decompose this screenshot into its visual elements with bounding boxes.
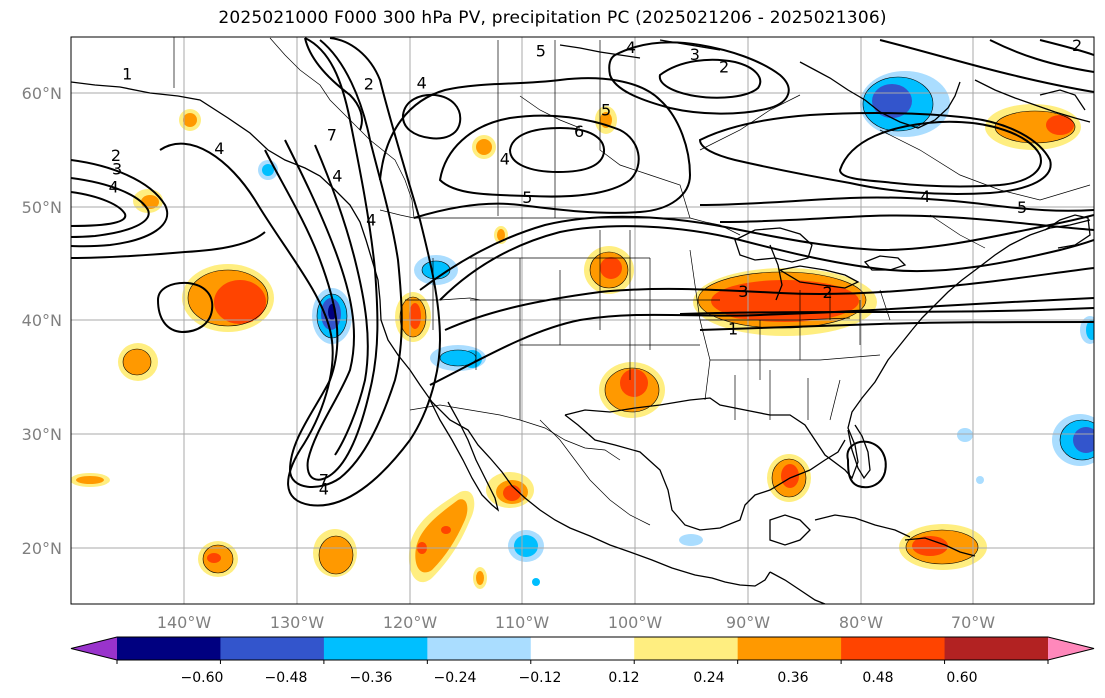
- pv-contour-label: 3: [690, 45, 700, 64]
- anomaly-rockies-negative: [462, 350, 482, 368]
- anomaly-socal-negative: [508, 530, 544, 562]
- colorbar-tick-label: −0.60: [181, 670, 224, 686]
- anomaly-atlantic-negative: [957, 316, 1094, 484]
- anomaly-caribbean-positive: [899, 524, 987, 570]
- lon-label: 110°W: [495, 613, 550, 632]
- pv-contour-label: 6: [574, 122, 584, 141]
- colorbar-tick-label: 0.60: [946, 670, 977, 686]
- pv-contour-label: 1: [122, 64, 132, 83]
- anomaly-small-positives: [71, 106, 703, 589]
- lat-label: 30°N: [22, 425, 62, 444]
- pv-contour-label: 4: [332, 166, 342, 185]
- pv-contour-label: 4: [417, 73, 427, 92]
- colorbar-bin: [841, 637, 946, 660]
- pv-contour-label: 2: [823, 283, 833, 302]
- colorbar-tick-labels: −0.60 −0.48 −0.36 −0.24 −0.12 0.12 0.24 …: [181, 670, 978, 686]
- colorbar-bin: [71, 637, 117, 660]
- anomaly-labrador-positive: [985, 104, 1081, 150]
- map-title: 2025021000 F000 300 hPa PV, precipitatio…: [218, 8, 887, 28]
- pv-contour-label: 4: [366, 211, 376, 230]
- pv-contour-label: 3: [738, 282, 748, 301]
- colorbar: [70, 636, 1095, 664]
- lon-label: 70°W: [951, 613, 995, 632]
- lon-label: 80°W: [839, 613, 883, 632]
- colorbar-tick-label: 0.24: [693, 670, 724, 686]
- lon-label: 140°W: [157, 613, 212, 632]
- pv-contour-label: 2: [111, 146, 121, 165]
- lat-label: 40°N: [22, 311, 62, 330]
- colorbar-bin: [1048, 637, 1094, 660]
- colorbar-tick-label: −0.36: [350, 670, 393, 686]
- pv-contour-label: 2: [364, 75, 374, 94]
- pv-contour-label: 1: [728, 319, 738, 338]
- lat-label: 60°N: [22, 84, 62, 103]
- lat-label: 20°N: [22, 539, 62, 558]
- lon-label: 130°W: [270, 613, 325, 632]
- anomaly-gulf-alaska: [133, 109, 278, 213]
- pv-contour-label: 2: [719, 58, 729, 77]
- colorbar-tick-label: 0.12: [608, 670, 639, 686]
- anomaly-baja-mexico-positive: [408, 490, 475, 583]
- colorbar-bin: [737, 637, 842, 660]
- lon-label: 90°W: [726, 613, 770, 632]
- pv-contour-label: 4: [626, 38, 636, 57]
- pv-contours: [71, 37, 1094, 507]
- map-frame: [70, 36, 1095, 605]
- pv-contour-label: 5: [1017, 198, 1027, 217]
- pv-contour-label: 5: [536, 42, 546, 61]
- pv-contour-label: 4: [500, 149, 510, 168]
- anomaly-texas-positive: [599, 362, 665, 418]
- pv-contour-label: 4: [319, 479, 329, 498]
- lon-label: 100°W: [608, 613, 663, 632]
- colorbar-bin: [530, 637, 635, 660]
- colorbar-bin: [323, 637, 428, 660]
- colorbar-bin: [944, 637, 1049, 660]
- anomaly-idaho-negative: [414, 255, 458, 285]
- lat-label: 50°N: [22, 198, 62, 217]
- political-borders: [173, 37, 1091, 526]
- pv-contour-label: 5: [601, 101, 611, 120]
- colorbar-tick-label: 0.36: [777, 670, 808, 686]
- colorbar-tick-label: −0.48: [265, 670, 308, 686]
- longitude-labels: 140°W 130°W 120°W 110°W 100°W 90°W 80°W …: [157, 613, 995, 632]
- colorbar-bin: [220, 637, 325, 660]
- colorbar-bin: [634, 637, 739, 660]
- pv-contour-label: 4: [214, 139, 224, 158]
- lon-label: 120°W: [383, 613, 438, 632]
- pv-contour-label: 7: [327, 126, 337, 145]
- pv-contour-label: 4: [920, 187, 930, 206]
- anomaly-mid-pacific: [118, 343, 158, 381]
- pv-contour-label: 5: [522, 188, 532, 207]
- latitude-labels: 60°N 50°N 40°N 30°N 20°N: [22, 84, 62, 558]
- colorbar-bin: [117, 637, 221, 660]
- pv-contour-label: 3: [112, 160, 122, 179]
- colorbar-bin: [427, 637, 532, 660]
- pv-contour-label: 2: [1072, 36, 1082, 55]
- colorbar-tick-label: −0.12: [519, 670, 562, 686]
- pv-contour-label: 4: [109, 178, 119, 197]
- anomaly-nevada-positive: [395, 292, 431, 342]
- anomaly-ne-pacific: [182, 264, 274, 332]
- colorbar-tick-label: −0.24: [434, 670, 477, 686]
- pv-contour-label: 7: [319, 470, 329, 489]
- colorbar-tick-label: 0.48: [862, 670, 893, 686]
